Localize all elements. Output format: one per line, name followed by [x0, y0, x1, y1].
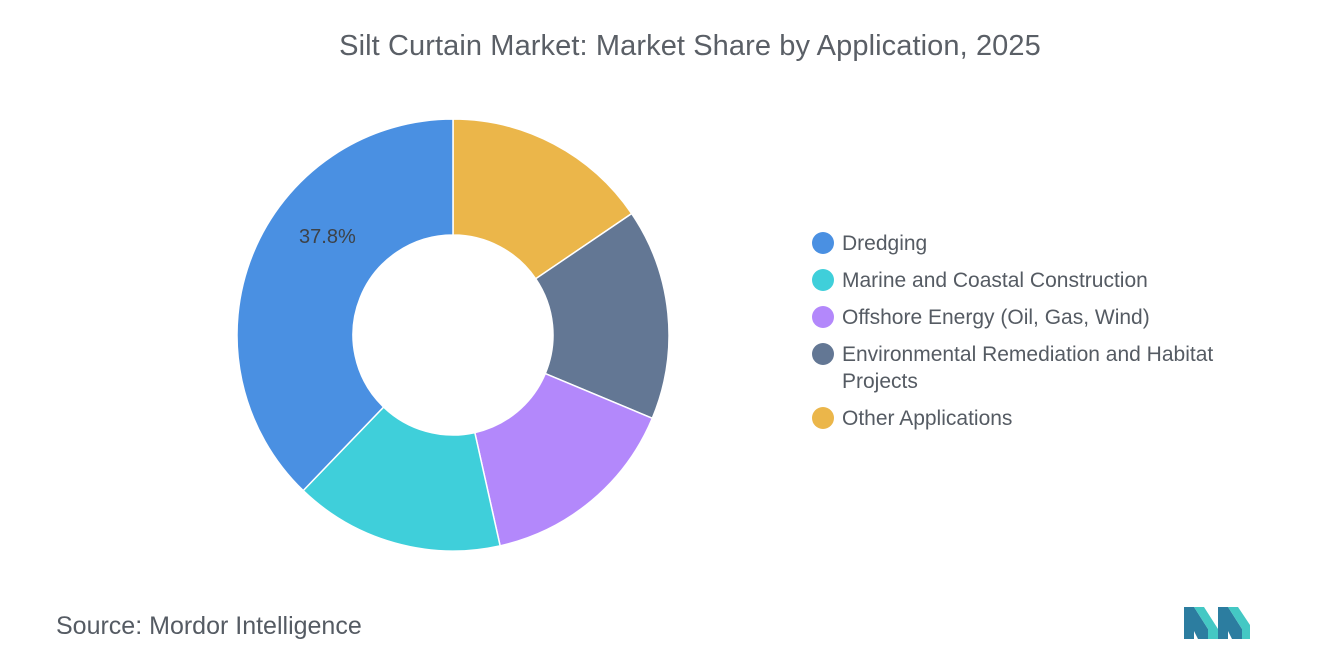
legend-label-offshore: Offshore Energy (Oil, Gas, Wind)	[842, 306, 1150, 329]
slice-dredging	[236, 118, 454, 492]
slice-offshore-energy-oil-gas-wind	[473, 372, 654, 547]
legend-item-environmental: Environmental Remediation and Habitat Pr…	[812, 341, 1282, 395]
legend-item-other: Other Applications	[812, 405, 1282, 432]
legend-label-environmental: Environmental Remediation and Habitat Pr…	[842, 343, 1214, 393]
legend-item-marine: Marine and Coastal Construction	[812, 267, 1282, 294]
slice-other-applications	[452, 118, 633, 280]
legend-swatch-other	[812, 407, 834, 429]
slice-environmental-remediation-and-habitat-projects	[534, 212, 670, 420]
source-label: Source:	[56, 612, 143, 640]
legend-swatch-marine	[812, 269, 834, 291]
mordor-intelligence-logo	[1184, 607, 1250, 639]
source-value: Mordor Intelligence	[149, 612, 362, 640]
data-label-dredging: 37.8%	[299, 226, 356, 248]
legend-label-marine: Marine and Coastal Construction	[842, 269, 1148, 292]
legend-label-dredging: Dredging	[842, 232, 928, 255]
legend-swatch-environmental	[812, 343, 834, 365]
donut-chart: 37.8%	[236, 118, 670, 552]
legend-item-offshore: Offshore Energy (Oil, Gas, Wind)	[812, 304, 1282, 331]
source-note: Source: Mordor Intelligence	[56, 612, 362, 641]
chart-legend: Dredging Marine and Coastal Construction…	[812, 230, 1282, 442]
slice-marine-and-coastal-construction	[302, 405, 502, 552]
chart-title: Silt Curtain Market: Market Share by App…	[339, 30, 1041, 62]
legend-swatch-dredging	[812, 232, 834, 254]
legend-label-other: Other Applications	[842, 407, 1013, 430]
legend-item-dredging: Dredging	[812, 230, 1282, 257]
legend-swatch-offshore	[812, 306, 834, 328]
